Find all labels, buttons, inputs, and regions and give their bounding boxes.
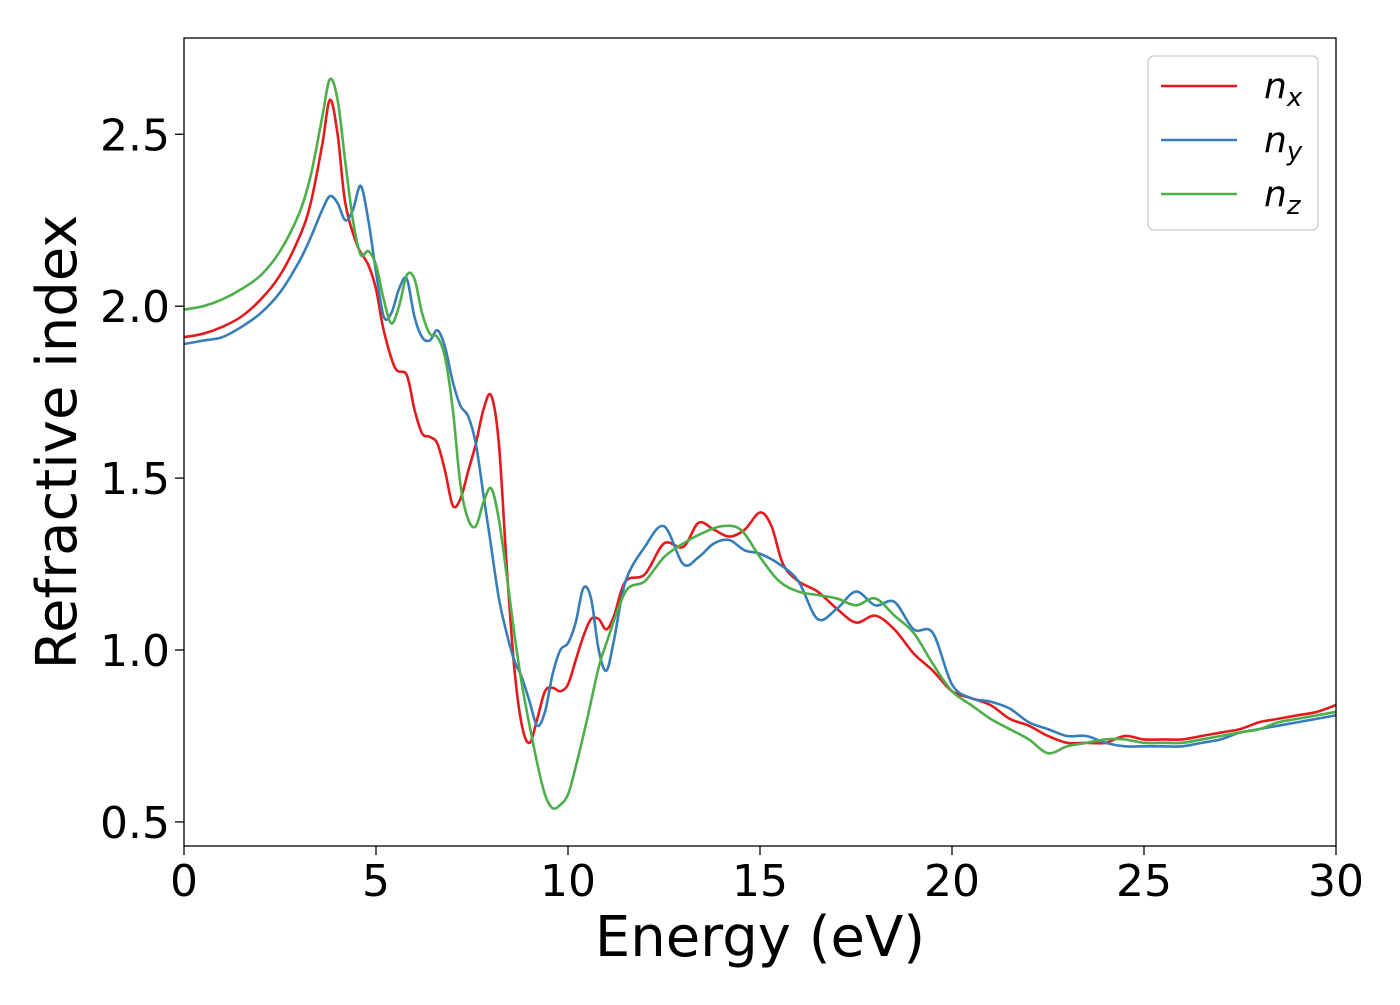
legend-label-x: nx	[1264, 66, 1303, 113]
x-tick-label: 5	[362, 856, 390, 907]
series-line-n-x	[184, 98, 1336, 745]
x-tick-label: 0	[170, 856, 198, 907]
x-tick-label: 25	[1116, 856, 1172, 907]
x-axis-ticks: 0 5 10 15 20 25 30	[170, 846, 1364, 907]
legend-box	[1147, 55, 1319, 231]
y-tick-label: 2.0	[100, 282, 170, 333]
x-tick-label: 10	[540, 856, 596, 907]
x-tick-label: 15	[732, 856, 788, 907]
legend-label-z: nz	[1264, 174, 1302, 221]
y-tick-label: 1.0	[100, 626, 170, 677]
legend: nx ny nz	[1147, 55, 1319, 231]
series-layer	[184, 77, 1336, 810]
legend-label-y: ny	[1264, 120, 1303, 167]
y-axis-ticks: 0.5 1.0 1.5 2.0 2.5	[100, 110, 184, 849]
x-tick-label: 30	[1308, 856, 1364, 907]
x-tick-label: 20	[924, 856, 980, 907]
y-tick-label: 2.5	[100, 110, 170, 161]
y-axis-title: Refractive index	[25, 215, 90, 670]
legend-items: nx ny nz	[1161, 66, 1303, 221]
series-line-n-y	[184, 184, 1336, 748]
y-tick-label: 1.5	[100, 454, 170, 505]
series-line-n-z	[184, 77, 1336, 810]
x-axis-title: Energy (eV)	[595, 905, 925, 970]
y-tick-label: 0.5	[100, 798, 170, 849]
